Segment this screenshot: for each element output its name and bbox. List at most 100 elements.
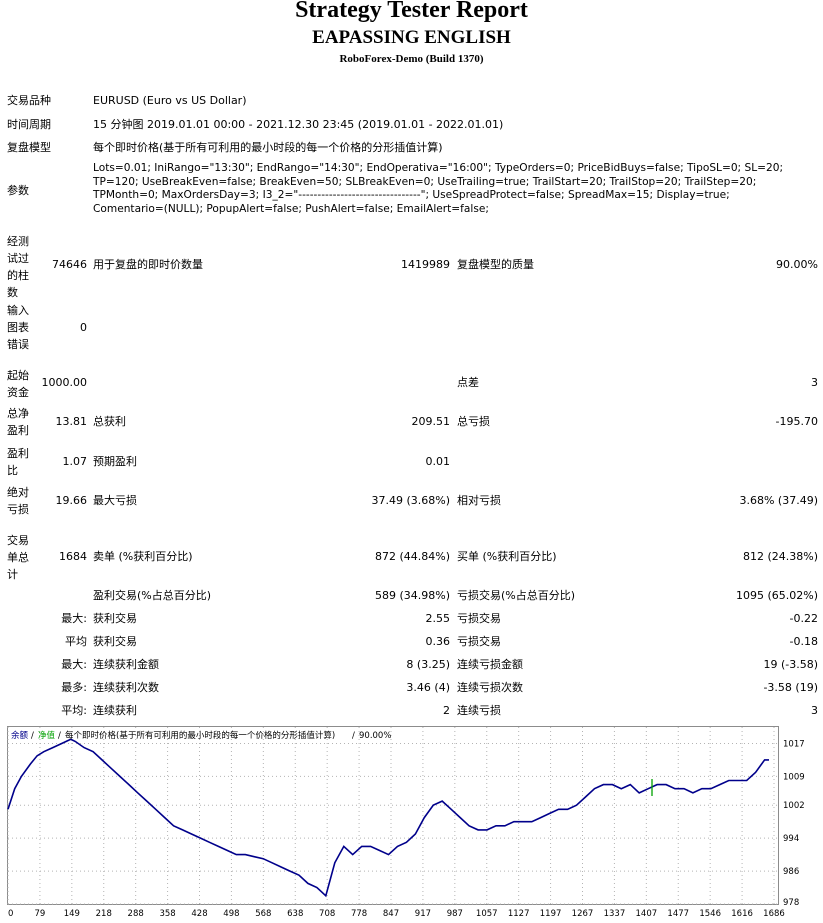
y-tick-label: 1002 — [783, 801, 805, 811]
y-axis-ticks: 1017 1009 1002 994 986 978 — [783, 739, 805, 908]
average-loss-label: 亏损交易 — [457, 635, 501, 648]
ticks-label: 用于复盘的即时价数量 — [93, 258, 203, 271]
x-tick-label: 1546 — [699, 909, 721, 919]
period-label: 时间周期 — [7, 118, 51, 131]
legend-sep1: / — [31, 731, 34, 741]
maximal-drawdown-value: 37.49 (3.68%) — [371, 494, 450, 507]
average-consecutive-wins-label: 连续获利 — [93, 704, 137, 717]
x-tick-label: 917 — [415, 909, 431, 919]
absolute-drawdown-label: 绝对亏损 — [7, 486, 29, 516]
absolute-drawdown-value: 19.66 — [55, 494, 88, 507]
y-tick-label: 978 — [783, 898, 799, 908]
x-tick-label: 1407 — [636, 909, 658, 919]
total-trades-value: 1684 — [59, 550, 87, 563]
balance-line — [7, 738, 769, 898]
x-tick-label: 288 — [128, 909, 144, 919]
net-profit-value: 13.81 — [55, 415, 88, 428]
legend-sep2: / — [58, 731, 61, 741]
expected-payoff-label: 预期盈利 — [93, 455, 137, 468]
legend-model: 每个即时价格(基于所有可利用的最小时段的每一个价格的分形插值计算) — [65, 730, 335, 741]
average-consecutive-losses-label: 连续亏损 — [457, 704, 501, 717]
spread-label: 点差 — [457, 376, 479, 389]
relative-drawdown-label: 相对亏损 — [457, 494, 501, 507]
x-tick-label: 358 — [159, 909, 175, 919]
y-tick-label: 994 — [783, 834, 799, 844]
x-tick-label: 0 — [8, 909, 13, 919]
symbol-label: 交易品种 — [7, 94, 51, 107]
report-title: Strategy Tester Report — [295, 0, 528, 23]
largest-profit-value: 2.55 — [425, 612, 451, 625]
maximal-consecutive-profit-value: 3.46 (4) — [406, 681, 450, 694]
profit-factor-label: 盈利比 — [7, 447, 29, 477]
model-value: 每个即时价格(基于所有可利用的最小时段的每一个价格的分形插值计算) — [93, 141, 443, 154]
errors-label: 输入图表错误 — [7, 304, 29, 351]
server-build: RoboForex-Demo (Build 1370) — [339, 53, 484, 65]
loss-trades-label: 亏损交易(%占总百分比) — [457, 589, 576, 602]
x-tick-label: 149 — [64, 909, 80, 919]
average-prefix: 平均 — [65, 635, 87, 648]
ticks-value: 1419989 — [401, 258, 450, 271]
total-trades-label: 交易单总计 — [7, 534, 29, 581]
x-tick-label: 1616 — [731, 909, 753, 919]
largest-loss-label: 亏损交易 — [457, 612, 501, 625]
x-tick-label: 79 — [35, 909, 46, 919]
loss-trades-value: 1095 (65.02%) — [735, 589, 818, 602]
expert-name: EAPASSING ENGLISH — [312, 27, 511, 48]
largest-loss-value: -0.22 — [789, 612, 818, 625]
average-consecutive-wins-value: 2 — [443, 704, 450, 717]
average-profit-label: 获利交易 — [93, 635, 137, 648]
x-tick-label: 498 — [223, 909, 239, 919]
x-tick-label: 1477 — [667, 909, 689, 919]
bars-value: 74646 — [52, 258, 87, 271]
net-profit-label: 总净盈利 — [7, 407, 29, 437]
x-tick-label: 1267 — [572, 909, 594, 919]
params-label: 参数 — [7, 184, 29, 197]
average-profit-value: 0.36 — [425, 635, 451, 648]
max-consecutive-wins-label: 连续获利金额 — [93, 658, 159, 671]
x-tick-label: 1337 — [604, 909, 626, 919]
spread-value: 3 — [811, 376, 818, 389]
bars-label: 经测试过的柱数 — [7, 235, 29, 299]
x-tick-label: 708 — [319, 909, 335, 919]
x-tick-label: 987 — [447, 909, 463, 919]
quality-label: 复盘模型的质量 — [457, 258, 534, 271]
deposit-value: 1000.00 — [41, 376, 88, 389]
max-consecutive-losses-value: 19 (-3.58) — [763, 658, 818, 671]
x-tick-label: 428 — [191, 909, 207, 919]
relative-drawdown-value: 3.68% (37.49) — [739, 494, 818, 507]
params-value: Lots=0.01; IniRango="13:30"; EndRango="1… — [93, 162, 784, 215]
short-positions-value: 872 (44.84%) — [374, 550, 450, 563]
x-axis-ticks: 0 79 149 218 288 358 428 498 568 638 708 778 847 917 9… — [8, 909, 785, 919]
maximal-consecutive-loss-value: -3.58 (19) — [763, 681, 818, 694]
legend-equity: 净值 — [38, 730, 56, 741]
legend-sep3: / — [352, 731, 355, 741]
short-positions-label: 卖单 (%获利百分比) — [93, 550, 193, 563]
average-consecutive-prefix: 平均: — [61, 704, 87, 717]
x-tick-label: 1197 — [540, 909, 562, 919]
gross-profit-value: 209.51 — [411, 415, 451, 428]
x-tick-label: 778 — [351, 909, 367, 919]
long-positions-label: 买单 (%获利百分比) — [457, 550, 557, 563]
plot-frame — [7, 726, 779, 905]
max-consecutive-losses-label: 连续亏损金额 — [457, 658, 523, 671]
model-label: 复盘模型 — [7, 141, 51, 154]
gross-profit-label: 总获利 — [93, 415, 126, 428]
average-consecutive-losses-value: 3 — [811, 704, 818, 717]
long-positions-value: 812 (24.38%) — [742, 550, 818, 563]
gross-loss-label: 总亏损 — [457, 415, 490, 428]
x-tick-label: 1686 — [763, 909, 785, 919]
legend-balance: 余额 — [11, 730, 29, 741]
y-tick-label: 986 — [783, 867, 799, 877]
errors-value: 0 — [80, 321, 87, 334]
x-tick-label: 1057 — [476, 909, 498, 919]
expected-payoff-value: 0.01 — [425, 455, 451, 468]
profit-trades-value: 589 (34.98%) — [374, 589, 450, 602]
gross-loss-value: -195.70 — [775, 415, 818, 428]
period-value: 15 分钟图 2019.01.01 00:00 - 2021.12.30 23:… — [93, 118, 504, 131]
max-consecutive-prefix: 最大: — [61, 658, 87, 671]
profit-factor-value: 1.07 — [62, 455, 88, 468]
maximal-consecutive-loss-label: 连续亏损次数 — [457, 681, 523, 694]
average-loss-value: -0.18 — [789, 635, 818, 648]
quality-value: 90.00% — [776, 258, 818, 271]
profit-trades-label: 盈利交易(%占总百分比) — [93, 589, 212, 602]
